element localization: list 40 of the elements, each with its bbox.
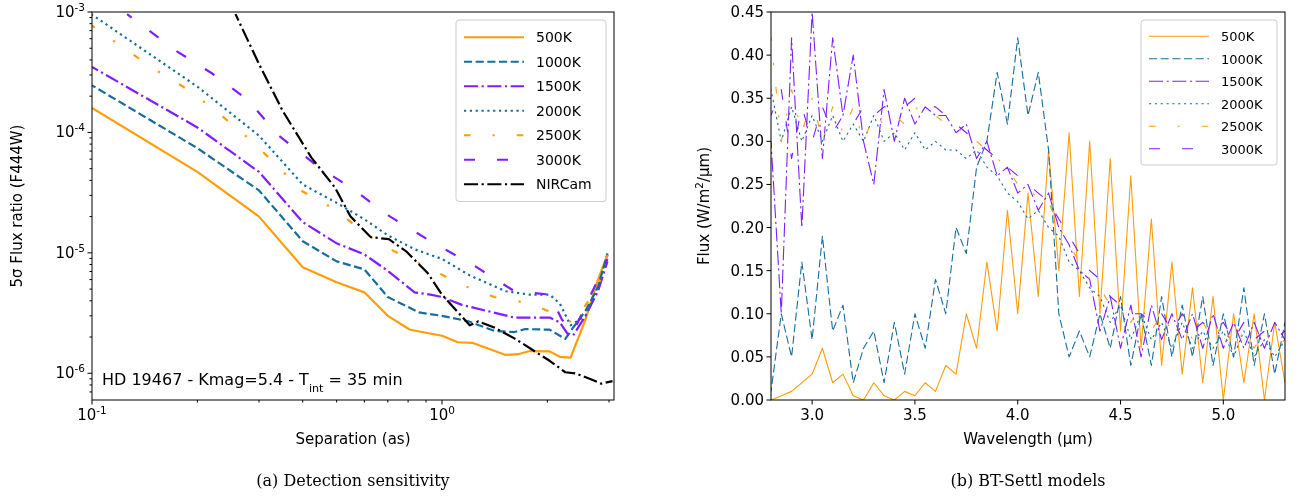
y-axis-title: 5σ Flux ratio (F444W) xyxy=(8,124,26,288)
x-axis-title: Wavelength (μm) xyxy=(963,430,1093,448)
y-tick-label: 0.20 xyxy=(730,218,764,237)
y-tick-label: 0.45 xyxy=(730,3,764,21)
y-tick-label: 0.30 xyxy=(730,132,764,151)
y-tick-label: 0.40 xyxy=(730,46,764,65)
x-tick-label: 3.5 xyxy=(902,406,927,424)
y-tick-label: 10$^{-5}$ xyxy=(55,241,85,262)
legend-label: 3000K xyxy=(1221,141,1264,157)
legend-label: 3000K xyxy=(536,151,582,168)
x-tick-label: 10$^{-1}$ xyxy=(77,404,107,424)
legend-label: 1000K xyxy=(1221,51,1264,67)
legend-label: 500K xyxy=(536,29,573,46)
x-tick-label: 10$^{0}$ xyxy=(429,404,455,424)
y-tick-label: 10$^{-6}$ xyxy=(55,362,86,383)
legend-label: 2500K xyxy=(536,127,582,144)
y-tick-label: 0.10 xyxy=(730,304,764,323)
y-tick-label: 0.05 xyxy=(730,347,764,366)
x-tick-label: 3.0 xyxy=(800,406,825,424)
legend-label: 2000K xyxy=(1221,96,1264,112)
legend-label: NIRCam xyxy=(536,176,592,193)
legend-label: 500K xyxy=(1221,29,1255,45)
y-tick-label: 10$^{-3}$ xyxy=(55,1,85,21)
legend-label: 1500K xyxy=(536,78,582,95)
annotation: HD 19467 - Kmag=5.4 - T$_{int}$ = 35 min xyxy=(102,370,403,395)
y-tick-label: 0.00 xyxy=(730,391,764,409)
y-tick-label: 0.35 xyxy=(730,89,764,108)
y-tick-label: 0.15 xyxy=(730,261,764,280)
text: (b) BT-Settl models xyxy=(950,471,1106,490)
legend-label: 2500K xyxy=(1221,119,1264,135)
y-tick-label: 0.25 xyxy=(730,175,764,194)
x-tick-label: 4.0 xyxy=(1005,406,1030,424)
legend-label: 2000K xyxy=(536,102,582,119)
x-axis-title: Separation (as) xyxy=(295,430,411,448)
y-tick-label: 10$^{-4}$ xyxy=(55,121,86,142)
legend-label: 1500K xyxy=(1221,74,1264,90)
x-tick-label: 5.0 xyxy=(1211,406,1236,424)
legend-label: 1000K xyxy=(536,53,582,70)
text: (a) Detection sensitivity xyxy=(256,471,450,490)
x-tick-label: 4.5 xyxy=(1108,406,1133,424)
